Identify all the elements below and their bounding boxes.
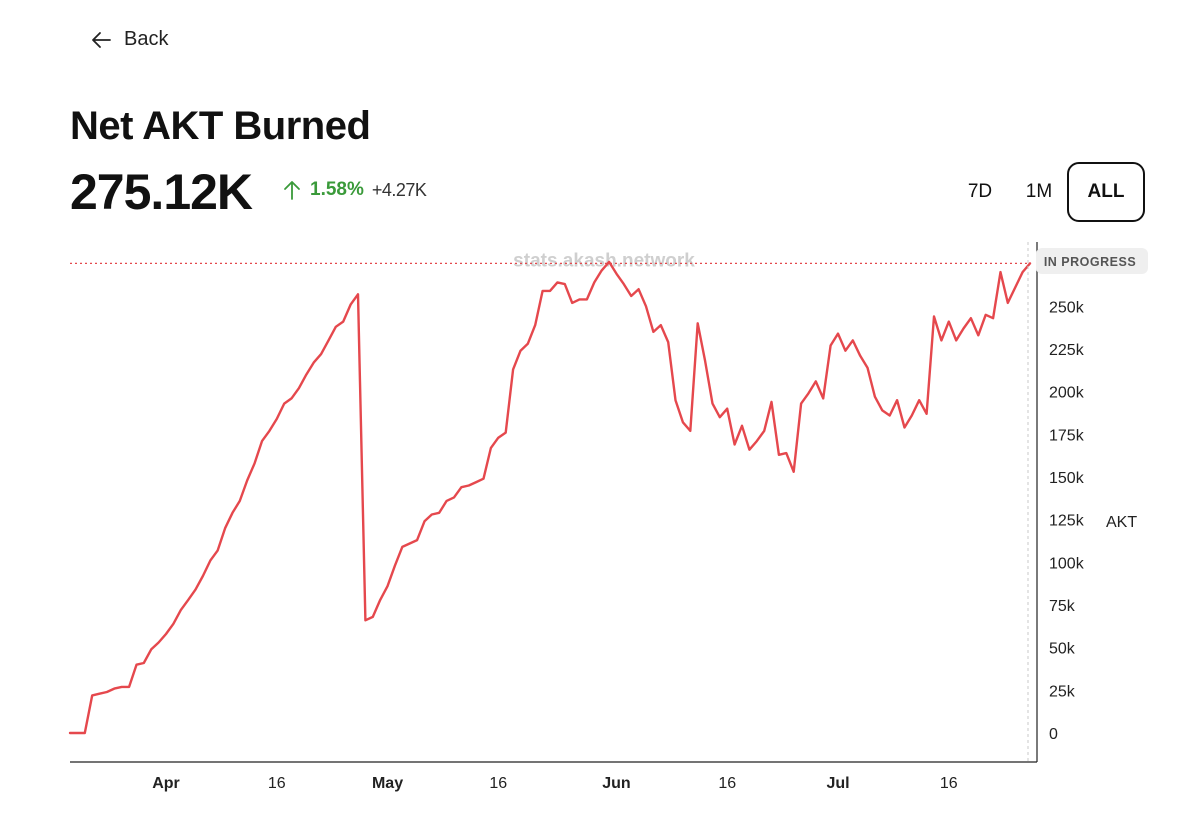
x-tick-label: Jul (826, 775, 849, 792)
y-tick-label: 25k (1049, 683, 1076, 700)
y-tick-label: 125k (1049, 513, 1085, 530)
x-tick-label: Apr (152, 775, 180, 792)
range-all-button[interactable]: ALL (1067, 162, 1145, 222)
change-percent: 1.58% (310, 179, 364, 200)
x-tick-label: 16 (940, 775, 958, 792)
y-tick-label: 50k (1049, 641, 1076, 658)
series-line (68, 260, 1032, 735)
y-tick-label: 200k (1049, 385, 1085, 402)
status-badge-label: IN PROGRESS (1044, 255, 1136, 269)
current-value: 275.12K (70, 164, 253, 220)
change-absolute: +4.27K (371, 179, 427, 200)
x-tick-label: 16 (268, 775, 286, 792)
y-tick-label: 175k (1049, 427, 1085, 444)
y-tick-label: 0 (1049, 726, 1058, 743)
page-title: Net AKT Burned (70, 104, 371, 148)
arrow-left-icon (92, 31, 111, 48)
x-tick-label: May (372, 775, 403, 792)
back-button[interactable]: Back (90, 28, 168, 51)
y-axis-label: AKT (1106, 514, 1137, 531)
back-label: Back (124, 28, 169, 50)
y-tick-label: 250k (1049, 299, 1085, 316)
y-tick-label: 225k (1049, 342, 1085, 359)
y-tick-label: 75k (1049, 598, 1076, 615)
change-indicator: 1.58% +4.27K (282, 179, 427, 201)
line-chart: stats.akash.network 0 25k 50k 75k 100k 125k 15… (68, 242, 1148, 792)
arrow-up-icon (284, 181, 300, 200)
x-tick-label: 16 (489, 775, 507, 792)
watermark: stats.akash.network (513, 250, 695, 271)
status-badge (1036, 248, 1148, 274)
x-tick-label: Jun (602, 775, 630, 792)
x-tick-label: 16 (718, 775, 736, 792)
y-tick-label: 150k (1049, 470, 1085, 487)
range-7d-button[interactable]: 7D (967, 181, 993, 202)
range-1m-button[interactable]: 1M (1025, 181, 1053, 202)
y-tick-label: 100k (1049, 555, 1085, 572)
